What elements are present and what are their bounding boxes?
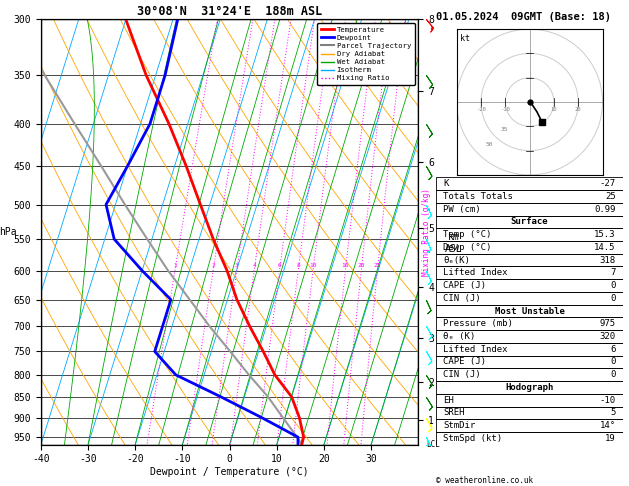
Y-axis label: hPa: hPa <box>0 227 17 237</box>
Text: 10: 10 <box>550 107 557 112</box>
Text: Mixing Ratio (g/kg): Mixing Ratio (g/kg) <box>422 188 431 276</box>
Text: 14°: 14° <box>599 421 616 430</box>
Bar <box>436 419 623 432</box>
Text: 0.99: 0.99 <box>594 205 616 214</box>
Bar <box>436 292 623 305</box>
Text: θₑ(K): θₑ(K) <box>443 256 470 264</box>
Text: Pressure (mb): Pressure (mb) <box>443 319 513 328</box>
Bar <box>436 241 623 254</box>
Text: EH: EH <box>443 396 454 405</box>
Text: 4: 4 <box>252 263 256 268</box>
Text: 25: 25 <box>605 192 616 201</box>
Bar <box>436 356 623 368</box>
Text: © weatheronline.co.uk: © weatheronline.co.uk <box>436 476 533 485</box>
Text: SREH: SREH <box>443 408 465 417</box>
Bar <box>436 330 623 343</box>
Bar <box>436 279 623 292</box>
Text: -27: -27 <box>599 179 616 188</box>
Text: 35: 35 <box>501 127 508 132</box>
Text: -20: -20 <box>476 107 486 112</box>
Text: 01.05.2024  09GMT (Base: 18): 01.05.2024 09GMT (Base: 18) <box>436 12 611 22</box>
Text: 16: 16 <box>342 263 349 268</box>
Text: Totals Totals: Totals Totals <box>443 192 513 201</box>
Bar <box>436 432 623 445</box>
Text: -10: -10 <box>599 396 616 405</box>
Text: 0: 0 <box>611 281 616 290</box>
Text: 0: 0 <box>611 370 616 379</box>
Bar <box>436 381 623 394</box>
Text: PW (cm): PW (cm) <box>443 205 481 214</box>
Text: 20: 20 <box>357 263 365 268</box>
Text: 0: 0 <box>611 358 616 366</box>
Bar <box>436 203 623 216</box>
Bar <box>436 266 623 279</box>
Text: 14.5: 14.5 <box>594 243 616 252</box>
Text: Temp (°C): Temp (°C) <box>443 230 492 239</box>
Text: CIN (J): CIN (J) <box>443 294 481 303</box>
Text: CIN (J): CIN (J) <box>443 370 481 379</box>
Text: Hodograph: Hodograph <box>506 383 554 392</box>
Text: kt: kt <box>460 34 470 43</box>
Bar <box>436 317 623 330</box>
Text: Surface: Surface <box>511 217 548 226</box>
Text: 6: 6 <box>277 263 281 268</box>
Text: 25: 25 <box>374 263 381 268</box>
Text: 20: 20 <box>575 107 581 112</box>
Legend: Temperature, Dewpoint, Parcel Trajectory, Dry Adiabat, Wet Adiabat, Isotherm, Mi: Temperature, Dewpoint, Parcel Trajectory… <box>317 23 415 85</box>
Text: Lifted Index: Lifted Index <box>443 345 508 354</box>
Y-axis label: km
ASL: km ASL <box>445 232 462 254</box>
Text: 15.3: 15.3 <box>594 230 616 239</box>
Bar <box>436 406 623 419</box>
Text: 2: 2 <box>211 263 215 268</box>
Text: 10: 10 <box>309 263 317 268</box>
Text: 3: 3 <box>235 263 238 268</box>
Text: CAPE (J): CAPE (J) <box>443 281 486 290</box>
Text: StmDir: StmDir <box>443 421 476 430</box>
Text: Lifted Index: Lifted Index <box>443 268 508 278</box>
Text: 7: 7 <box>611 268 616 278</box>
Text: 50: 50 <box>486 142 493 147</box>
Text: CAPE (J): CAPE (J) <box>443 358 486 366</box>
Text: LCL: LCL <box>426 440 440 449</box>
Bar <box>436 305 623 317</box>
Bar <box>436 177 623 190</box>
Bar <box>436 368 623 381</box>
Bar <box>436 254 623 266</box>
Bar <box>436 228 623 241</box>
Title: 30°08'N  31°24'E  188m ASL: 30°08'N 31°24'E 188m ASL <box>137 5 322 18</box>
Text: 0: 0 <box>611 294 616 303</box>
Text: 975: 975 <box>599 319 616 328</box>
Bar <box>436 216 623 228</box>
Text: StmSpd (kt): StmSpd (kt) <box>443 434 503 443</box>
Text: 19: 19 <box>605 434 616 443</box>
X-axis label: Dewpoint / Temperature (°C): Dewpoint / Temperature (°C) <box>150 467 309 477</box>
Text: Most Unstable: Most Unstable <box>494 307 565 315</box>
Text: K: K <box>443 179 448 188</box>
Text: θₑ (K): θₑ (K) <box>443 332 476 341</box>
Text: -10: -10 <box>501 107 510 112</box>
Text: 6: 6 <box>611 345 616 354</box>
Bar <box>436 190 623 203</box>
Bar <box>436 343 623 356</box>
Text: 318: 318 <box>599 256 616 264</box>
Text: 320: 320 <box>599 332 616 341</box>
Text: 5: 5 <box>611 408 616 417</box>
Text: 1: 1 <box>173 263 177 268</box>
Bar <box>436 394 623 406</box>
Text: Dewp (°C): Dewp (°C) <box>443 243 492 252</box>
Text: 8: 8 <box>296 263 300 268</box>
